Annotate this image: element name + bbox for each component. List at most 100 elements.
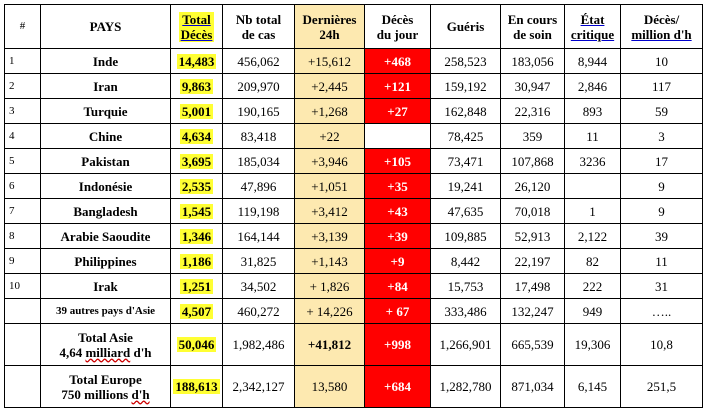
row-deces-jour	[364, 123, 431, 149]
row-num: 6	[4, 173, 41, 199]
row-deces-jour: +43	[364, 198, 431, 224]
row-gueris: 109,885	[430, 223, 501, 249]
row-en-cours: 26,120	[500, 173, 565, 199]
row-gueris: 162,848	[430, 98, 501, 124]
covid-asia-table: # PAYS Total Décès Nb total de cas Dernièr…	[4, 4, 703, 408]
row-total-deces: 4,634	[170, 123, 223, 149]
row-total-deces: 9,863	[170, 73, 223, 99]
row-num: 4	[4, 123, 41, 149]
row-dernieres-24h: +22	[294, 123, 365, 149]
row-deces-million: 11	[620, 248, 703, 274]
row-num: 5	[4, 148, 41, 174]
row-dernieres-24h: +1,051	[294, 173, 365, 199]
row-etat-critique: 893	[564, 98, 621, 124]
row-dernieres-24h: +2,445	[294, 73, 365, 99]
row-nb-cas: 456,062	[222, 48, 295, 74]
row-gueris: 78,425	[430, 123, 501, 149]
row-dernieres-24h: + 1,826	[294, 273, 365, 299]
row-dernieres-24h: + 14,226	[294, 298, 365, 324]
table-row: 10 Irak 1,251 34,502 + 1,826 +84 15,753 17,498 2…	[4, 273, 703, 299]
row-nb-cas: 47,896	[222, 173, 295, 199]
row-etat-critique: 8,944	[564, 48, 621, 74]
row-nb-cas: 209,970	[222, 73, 295, 99]
row-gueris: 333,486	[430, 298, 501, 324]
row-deces-million: 59	[620, 98, 703, 124]
col-header-num: #	[4, 4, 41, 49]
table-row-autres: 39 autres pays d'Asie 4,507 460,272 + 14…	[4, 298, 703, 324]
row-dernieres-24h: +3,946	[294, 148, 365, 174]
row-deces-million: 3	[620, 123, 703, 149]
row-deces-million: 10,8	[620, 323, 703, 366]
table-row: 8 Arabie Saoudite 1,346 164,144 +3,139 +39 109…	[4, 223, 703, 249]
row-total-deces: 1,186	[170, 248, 223, 274]
row-gueris: 8,442	[430, 248, 501, 274]
row-etat-critique: 6,145	[564, 365, 621, 408]
row-num	[4, 323, 41, 366]
row-total-deces: 3,695	[170, 148, 223, 174]
row-en-cours: 22,316	[500, 98, 565, 124]
row-pays: Philippines	[40, 248, 171, 274]
row-pays: Irak	[40, 273, 171, 299]
row-dernieres-24h: +1,143	[294, 248, 365, 274]
row-deces-jour: +35	[364, 173, 431, 199]
row-pays: Turquie	[40, 98, 171, 124]
row-etat-critique: 2,122	[564, 223, 621, 249]
row-deces-jour: +9	[364, 248, 431, 274]
row-en-cours: 132,247	[500, 298, 565, 324]
row-total-deces: 5,001	[170, 98, 223, 124]
row-etat-critique: 2,846	[564, 73, 621, 99]
row-gueris: 47,635	[430, 198, 501, 224]
row-num: 2	[4, 73, 41, 99]
row-total-deces: 2,535	[170, 173, 223, 199]
header-row: # PAYS Total Décès Nb total de cas Dernièr…	[4, 4, 703, 49]
row-nb-cas: 34,502	[222, 273, 295, 299]
row-nb-cas: 164,144	[222, 223, 295, 249]
table-row: 2 Iran 9,863 209,970 +2,445 +121 159,192 30,947…	[4, 73, 703, 99]
row-dernieres-24h: +1,268	[294, 98, 365, 124]
table-row: 6 Indonésie 2,535 47,896 +1,051 +35 19,241 26,1…	[4, 173, 703, 199]
row-pays: Pakistan	[40, 148, 171, 174]
row-deces-million: 117	[620, 73, 703, 99]
row-nb-cas: 31,825	[222, 248, 295, 274]
row-pays-total-asie: Total Asie 4,64 milliard d'h	[40, 323, 171, 366]
row-dernieres-24h: +3,139	[294, 223, 365, 249]
row-num: 10	[4, 273, 41, 299]
col-header-pays: PAYS	[40, 4, 171, 49]
row-deces-million: 251,5	[620, 365, 703, 408]
col-header-nb-total: Nb total de cas	[222, 4, 295, 49]
row-deces-jour: +684	[364, 365, 431, 408]
row-total-deces: 1,545	[170, 198, 223, 224]
row-pays: 39 autres pays d'Asie	[40, 298, 171, 324]
row-en-cours: 871,034	[500, 365, 565, 408]
row-en-cours: 70,018	[500, 198, 565, 224]
row-pays: Iran	[40, 73, 171, 99]
row-nb-cas: 190,165	[222, 98, 295, 124]
row-num: 8	[4, 223, 41, 249]
row-deces-million: 39	[620, 223, 703, 249]
row-etat-critique: 11	[564, 123, 621, 149]
row-etat-critique: 19,306	[564, 323, 621, 366]
row-deces-jour: +84	[364, 273, 431, 299]
col-header-dernieres-24h: Dernières 24h	[294, 4, 365, 49]
row-pays: Bangladesh	[40, 198, 171, 224]
col-header-etat-critique: État critique	[564, 4, 621, 49]
row-en-cours: 183,056	[500, 48, 565, 74]
row-etat-critique: 82	[564, 248, 621, 274]
row-en-cours: 22,197	[500, 248, 565, 274]
table-row: 9 Philippines 1,186 31,825 +1,143 +9 8,442 22,1…	[4, 248, 703, 274]
row-total-deces: 4,507	[170, 298, 223, 324]
row-deces-jour: +105	[364, 148, 431, 174]
row-pays: Chine	[40, 123, 171, 149]
col-header-gueris: Guéris	[430, 4, 501, 49]
row-gueris: 73,471	[430, 148, 501, 174]
row-gueris: 159,192	[430, 73, 501, 99]
row-pays: Inde	[40, 48, 171, 74]
row-deces-jour: + 67	[364, 298, 431, 324]
table-row: 4 Chine 4,634 83,418 +22 78,425 359 11 3	[4, 123, 703, 149]
row-total-deces: 1,251	[170, 273, 223, 299]
col-header-deces-million: Décès/million d'h	[620, 4, 703, 49]
row-total-deces: 1,346	[170, 223, 223, 249]
row-dernieres-24h: +3,412	[294, 198, 365, 224]
table-row-total-europe: Total Europe 750 millions d'h 188,613 2,3…	[4, 365, 703, 408]
row-deces-jour: +27	[364, 98, 431, 124]
